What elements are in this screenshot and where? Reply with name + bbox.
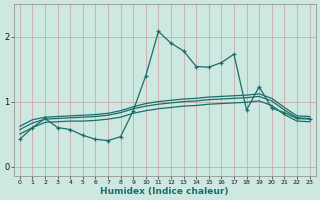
X-axis label: Humidex (Indice chaleur): Humidex (Indice chaleur) bbox=[100, 187, 229, 196]
